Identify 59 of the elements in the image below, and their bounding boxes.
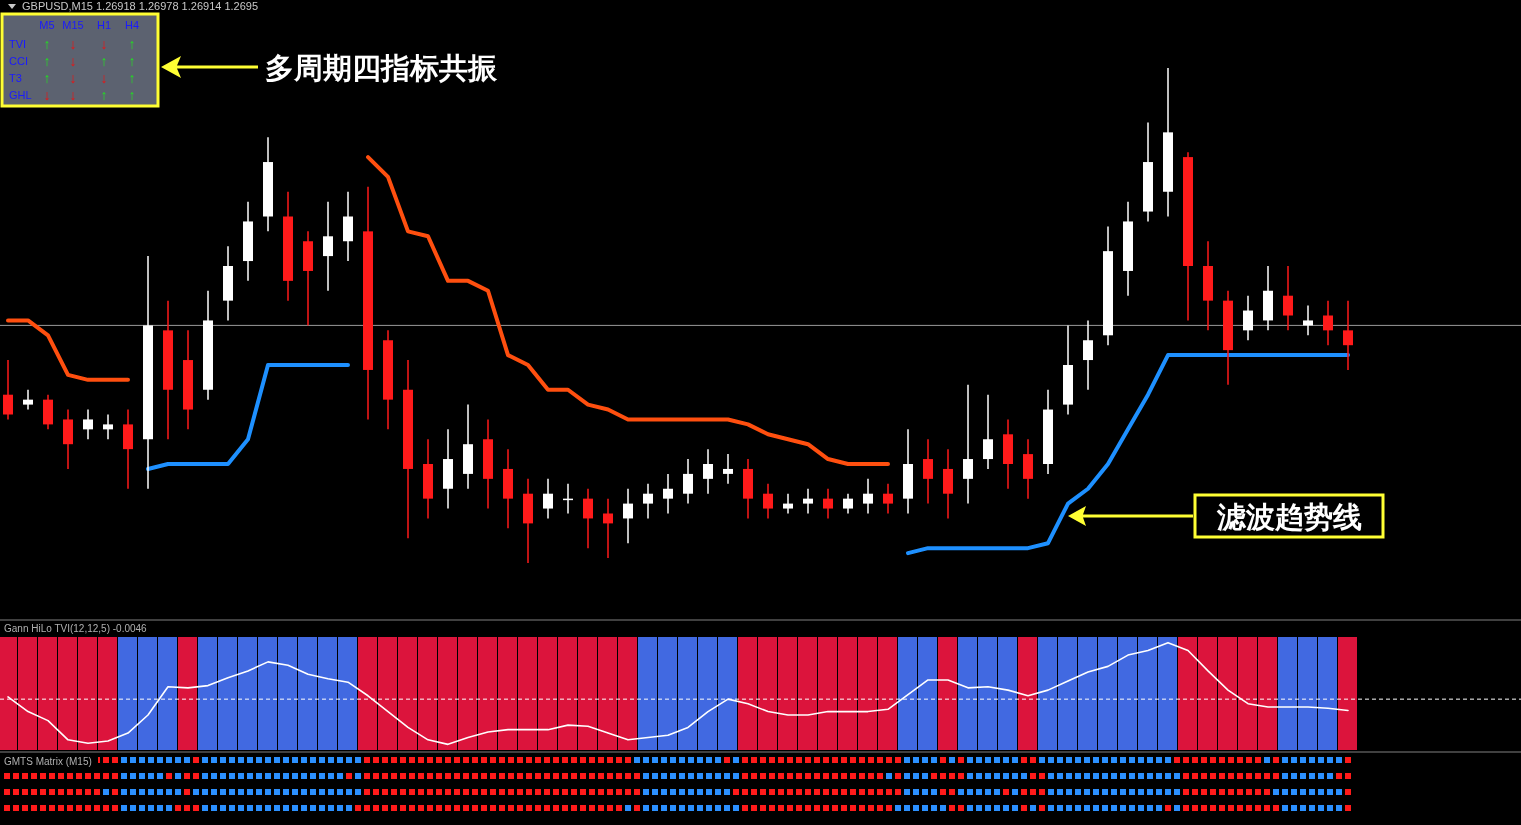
candlestick bbox=[583, 488, 593, 549]
text: ↑ bbox=[128, 53, 136, 69]
candlestick bbox=[83, 408, 93, 440]
category-label: M15 bbox=[62, 19, 84, 31]
candlestick bbox=[1083, 319, 1093, 391]
category-label: TVI bbox=[9, 38, 27, 50]
text: ↓ bbox=[69, 53, 77, 69]
candlestick bbox=[963, 384, 973, 505]
annotation: 多周期四指标共振 bbox=[265, 52, 498, 84]
text: ↓ bbox=[43, 87, 51, 103]
candlestick bbox=[1303, 304, 1313, 337]
candlestick bbox=[703, 448, 713, 495]
text: ↑ bbox=[43, 53, 51, 69]
text: ↑ bbox=[128, 36, 136, 52]
candlestick bbox=[983, 393, 993, 470]
chart-title: GBPUSD,M15 1.26918 1.26978 1.26914 1.2695 bbox=[22, 0, 259, 12]
category-label: GHL bbox=[9, 89, 32, 101]
candlestick bbox=[1243, 294, 1253, 341]
candlestick bbox=[803, 488, 813, 515]
candlestick bbox=[783, 492, 793, 515]
candlestick bbox=[1283, 265, 1293, 332]
category-label: M5 bbox=[39, 19, 55, 31]
text: ↑ bbox=[128, 70, 136, 86]
candlestick bbox=[3, 359, 13, 421]
text: ↓ bbox=[69, 70, 77, 86]
text: ↑ bbox=[43, 70, 51, 86]
text: ↑ bbox=[100, 53, 108, 69]
chart-title: Gann HiLo TVI(12,12,5) -0.0046 bbox=[4, 623, 148, 634]
candlestick bbox=[863, 478, 873, 515]
candlestick bbox=[623, 488, 633, 544]
candlestick bbox=[663, 473, 673, 515]
candlestick bbox=[843, 492, 853, 515]
text: ↑ bbox=[43, 36, 51, 52]
category-label: H1 bbox=[96, 19, 112, 31]
candlestick bbox=[683, 458, 693, 505]
annotation: 滤波趋势线 bbox=[1215, 501, 1362, 533]
text: ↓ bbox=[100, 70, 108, 86]
candlestick bbox=[1323, 299, 1333, 346]
category-label: H4 bbox=[124, 19, 140, 31]
candlestick bbox=[603, 497, 613, 559]
text: ↓ bbox=[69, 36, 77, 52]
candlestick bbox=[323, 200, 333, 292]
text: GMTS Matrix (M15) bbox=[4, 756, 92, 767]
candlestick bbox=[823, 488, 833, 520]
category-label: T3 bbox=[9, 72, 22, 84]
text: ↑ bbox=[128, 87, 136, 103]
candlestick bbox=[643, 483, 653, 520]
text: ↓ bbox=[69, 87, 77, 103]
candlestick bbox=[543, 478, 553, 520]
candlestick bbox=[723, 453, 733, 485]
candlestick bbox=[23, 389, 33, 411]
category-label: CCI bbox=[9, 55, 28, 67]
text: ↑ bbox=[100, 87, 108, 103]
text: ↓ bbox=[100, 36, 108, 52]
candlestick bbox=[763, 483, 773, 520]
candlestick bbox=[923, 438, 933, 505]
candlestick bbox=[103, 413, 113, 440]
candlestick bbox=[883, 483, 893, 515]
candlestick bbox=[1343, 299, 1353, 371]
